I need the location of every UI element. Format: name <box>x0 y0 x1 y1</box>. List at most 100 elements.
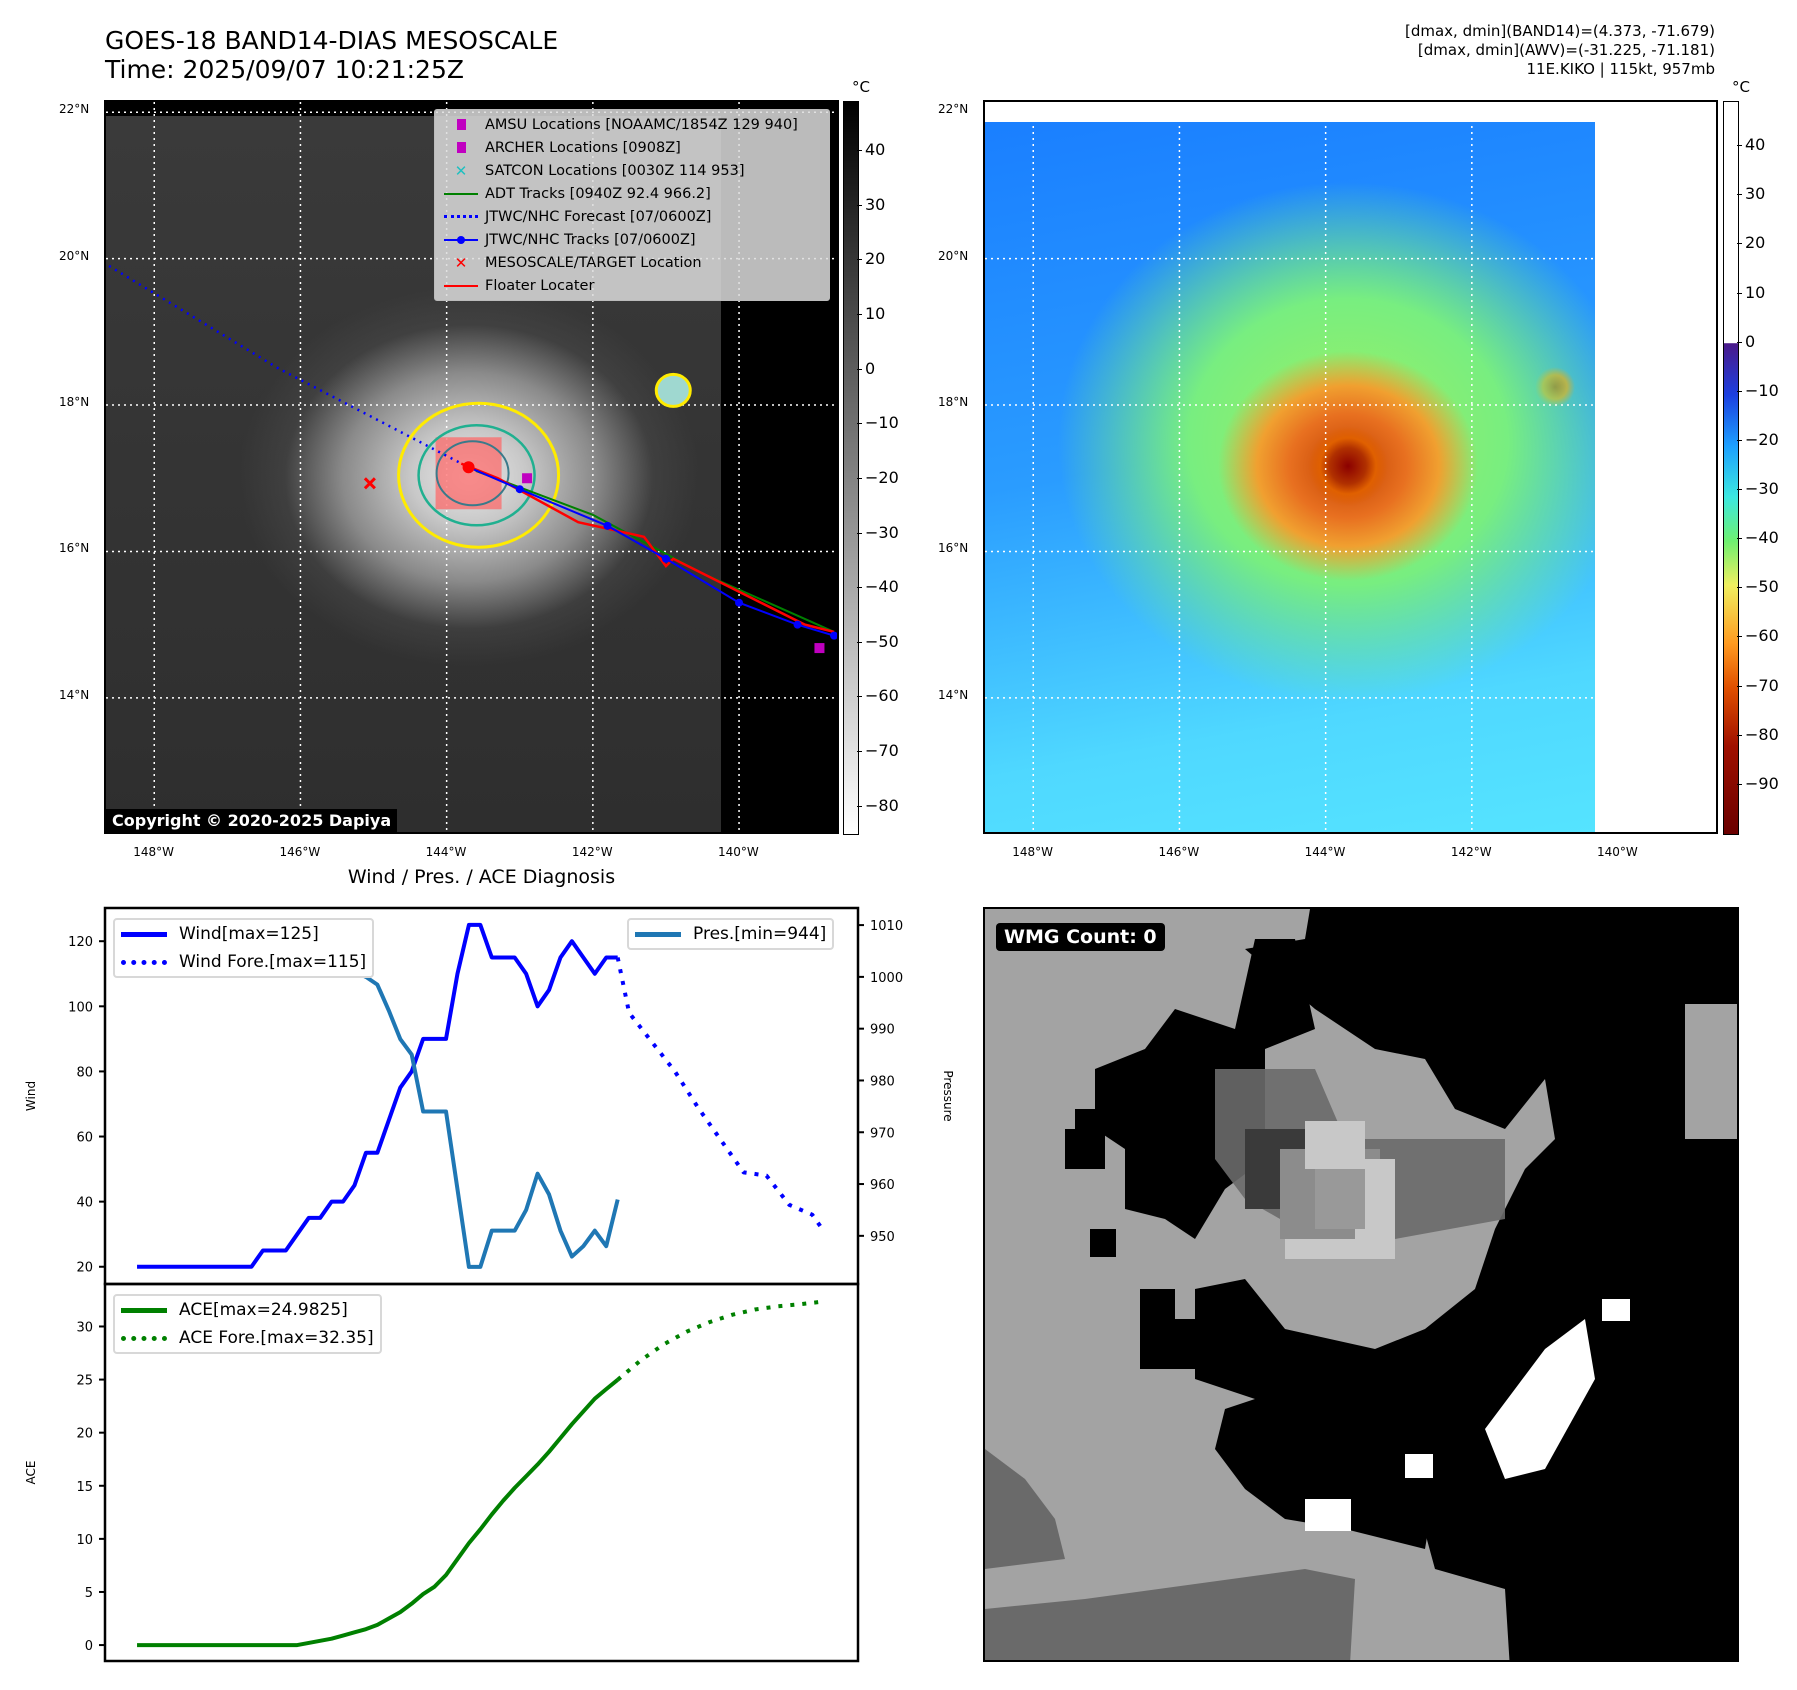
colorbar-tick-label: 0 <box>865 358 876 378</box>
y-tick-label: 25 <box>76 1374 93 1389</box>
jtwc-track-point <box>793 620 802 629</box>
jtwc-track-point <box>735 598 744 607</box>
colorbar-tickmark <box>857 587 862 589</box>
water-vapor-imagery <box>985 122 1595 832</box>
lat-tick-label: 14°N <box>938 687 969 702</box>
dotted-line-icon <box>441 215 481 218</box>
legend-label: AMSU Locations [NOAAMC/1854Z 129 940] <box>485 116 798 133</box>
colorbar-tick-label: −20 <box>1745 429 1779 449</box>
info-awv: [dmax, dmin](AWV)=(-31.225, -71.181) <box>1417 41 1715 59</box>
legend-item: ✕ MESOSCALE/TARGET Location <box>435 251 829 274</box>
legend-item: JTWC/NHC Forecast [07/0600Z] <box>435 205 829 228</box>
lon-tick-label: 144°W <box>1304 845 1346 859</box>
lat-tick-label: 16°N <box>59 541 90 556</box>
colorbar-unit-2: °C <box>1732 78 1750 96</box>
lon-tick-label: 142°W <box>1450 845 1492 859</box>
x-marker-icon: ✕ <box>454 253 468 272</box>
colorbar-tickmark <box>1737 783 1742 785</box>
chart-legend-item: ACE[max=24.9825] <box>115 1296 380 1324</box>
colorbar-tickmark <box>857 641 862 643</box>
y-tick-label: 10 <box>76 1533 93 1548</box>
y-axis-label: ACE <box>24 1461 38 1485</box>
lat-tick-label: 20°N <box>59 248 90 263</box>
solid-line-icon <box>441 284 481 287</box>
colorbar-tick-label: −60 <box>1745 626 1779 646</box>
legend-label: ACE[max=24.9825] <box>179 1300 348 1320</box>
legend-item: AMSU Locations [NOAAMC/1854Z 129 940] <box>435 113 829 136</box>
dot-line-icon <box>441 235 481 244</box>
colorbar-tick-label: −70 <box>1745 675 1779 695</box>
info-storm: 11E.KIKO | 115kt, 957mb <box>1526 60 1715 78</box>
diagnosis-charts: 2040608010012095096097098099010001010Win… <box>24 906 955 1663</box>
solid-line-icon <box>441 192 481 195</box>
jtwc-track-point <box>515 485 524 494</box>
lat-tick-label: 16°N <box>938 541 969 556</box>
x-marker-icon: ✕ <box>454 161 468 180</box>
ace-legend: ACE[max=24.9825] ACE Fore.[max=32.35] <box>113 1294 382 1354</box>
series-ace-fore-line <box>616 1299 824 1382</box>
lon-tick-label: 146°W <box>1158 845 1200 859</box>
colorbar-tick-label: 20 <box>1745 233 1766 253</box>
legend-item: ADT Tracks [0940Z 92.4 966.2] <box>435 182 829 205</box>
colorbar-tickmark <box>1737 685 1742 687</box>
colorbar-tick-label: −10 <box>865 413 899 433</box>
colorbar-tickmark <box>1737 734 1742 736</box>
square-marker-icon <box>441 142 481 153</box>
legend-label: MESOSCALE/TARGET Location <box>485 254 702 271</box>
legend-item: ✕ SATCON Locations [0030Z 114 953] <box>435 159 829 182</box>
colorbar-tick-label: −60 <box>865 686 899 706</box>
awv-colorbar <box>1723 101 1739 835</box>
mesoscale-target-marker <box>363 477 376 490</box>
lat-tick-label: 22°N <box>59 102 90 117</box>
colorbar-tickmark <box>857 477 862 479</box>
legend-label: Wind[max=125] <box>179 924 319 944</box>
colorbar-tickmark <box>1737 145 1742 147</box>
colorbar-tick-label: −40 <box>865 577 899 597</box>
jtwc-track-point <box>603 521 612 530</box>
colorbar-tickmark <box>1737 439 1742 441</box>
colorbar-tick-label: −30 <box>865 522 899 542</box>
lat-tick-label: 18°N <box>938 395 969 410</box>
series-windline <box>137 922 618 1269</box>
legend-label: Floater Locater <box>485 277 595 294</box>
legend-label: SATCON Locations [0030Z 114 953] <box>485 162 745 179</box>
contour-yellow <box>397 401 561 549</box>
colorbar-tickmark <box>1737 587 1742 589</box>
colorbar-tickmark <box>1737 243 1742 245</box>
lon-tick-label: 140°W <box>718 845 759 859</box>
lat-tick-label: 20°N <box>938 248 969 263</box>
colorbar-tickmark <box>1737 292 1742 294</box>
legend-label: JTWC/NHC Tracks [07/0600Z] <box>485 231 696 248</box>
colorbar-tickmark <box>857 423 862 425</box>
legend-item: JTWC/NHC Tracks [07/0600Z] <box>435 228 829 251</box>
y-tick-label: 0 <box>85 1639 93 1654</box>
colorbar-tick-label: 10 <box>865 304 886 324</box>
colorbar-tick-label: −50 <box>865 631 899 651</box>
y-tick-label: 20 <box>76 1261 93 1276</box>
legend-label: ACE Fore.[max=32.35] <box>179 1328 374 1348</box>
colorbar-tick-label: 30 <box>1745 184 1766 204</box>
colorbar-tickmark <box>857 532 862 534</box>
y-tick-label: 15 <box>76 1480 93 1495</box>
colorbar-tick-label: 20 <box>865 249 886 269</box>
colorbar-tick-label: −20 <box>865 467 899 487</box>
y-tick-label: 80 <box>76 1065 93 1080</box>
map-overlay <box>106 102 837 832</box>
colorbar-tick-label: −80 <box>865 795 899 815</box>
legend-item: Floater Locater <box>435 274 829 297</box>
legend-swatch <box>121 1307 167 1313</box>
jtwc-track-point <box>830 631 837 640</box>
map-overlay-2 <box>985 102 1716 832</box>
lon-tick-label: 144°W <box>425 845 467 859</box>
colorbar-tick-label: −70 <box>865 741 899 761</box>
square-marker-icon <box>441 119 481 130</box>
info-block: [dmax, dmin](BAND14)=(4.373, -71.679) [d… <box>1405 22 1715 79</box>
y2-tick-label: 1010 <box>870 919 903 934</box>
colorbar-tick-label: −90 <box>1745 773 1779 793</box>
y2-tick-label: 950 <box>870 1230 895 1245</box>
colorbar-tickmark <box>857 805 862 807</box>
lat-tick-label: 18°N <box>59 395 90 410</box>
title-time: Time: 2025/09/07 10:21:25Z <box>105 55 464 84</box>
y-axis-label: Wind <box>24 1081 38 1111</box>
